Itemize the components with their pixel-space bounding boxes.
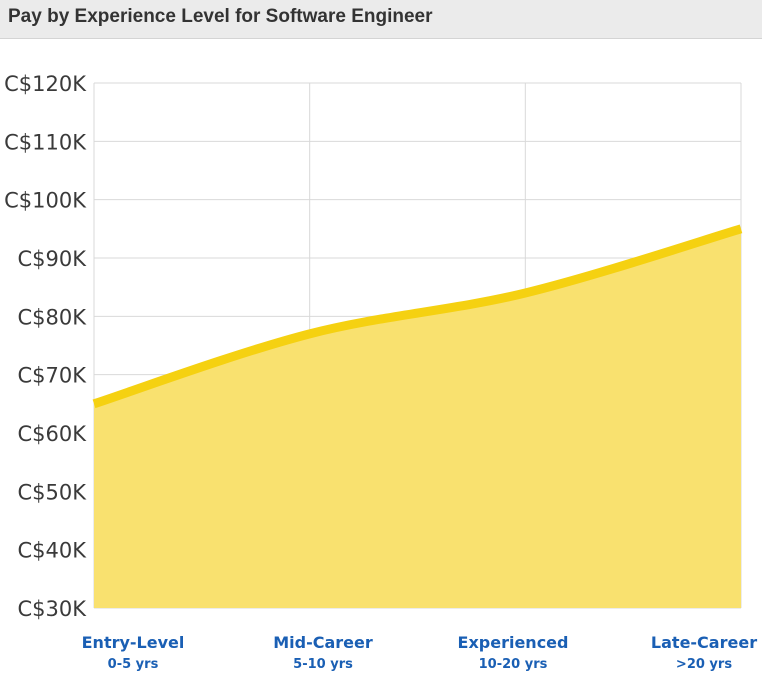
y-tick-label: C$80K <box>17 305 87 329</box>
x-category-label: Late-Career <box>651 633 757 652</box>
y-tick-label: C$70K <box>17 364 87 388</box>
x-subcategory-label: 10-20 yrs <box>479 657 548 672</box>
x-category-label: Mid-Career <box>273 633 373 652</box>
y-tick-label: C$120K <box>4 72 87 96</box>
y-tick-label: C$110K <box>4 130 87 154</box>
y-tick-label: C$50K <box>17 480 87 504</box>
chart-title: Pay by Experience Level for Software Eng… <box>8 6 433 27</box>
y-tick-label: C$40K <box>17 539 87 563</box>
area-fill <box>94 228 741 609</box>
chart-header: Pay by Experience Level for Software Eng… <box>0 0 762 39</box>
area-line <box>92 224 743 409</box>
x-subcategory-label: >20 yrs <box>676 657 732 672</box>
y-tick-label: C$90K <box>17 247 87 271</box>
x-subcategory-label: 0-5 yrs <box>108 657 159 672</box>
y-tick-label: C$60K <box>17 422 87 446</box>
y-tick-label: C$30K <box>17 597 87 621</box>
y-tick-label: C$100K <box>4 189 87 213</box>
x-axis: Entry-Level 0-5 yrs Mid-Career 5-10 yrs Expe… <box>82 633 758 672</box>
x-category-label: Experienced <box>458 633 569 652</box>
x-category-label: Entry-Level <box>82 633 185 652</box>
y-axis: C$30K C$40K C$50K C$60K C$70K C$80K C$90K C$100… <box>4 72 87 621</box>
x-subcategory-label: 5-10 yrs <box>293 657 353 672</box>
